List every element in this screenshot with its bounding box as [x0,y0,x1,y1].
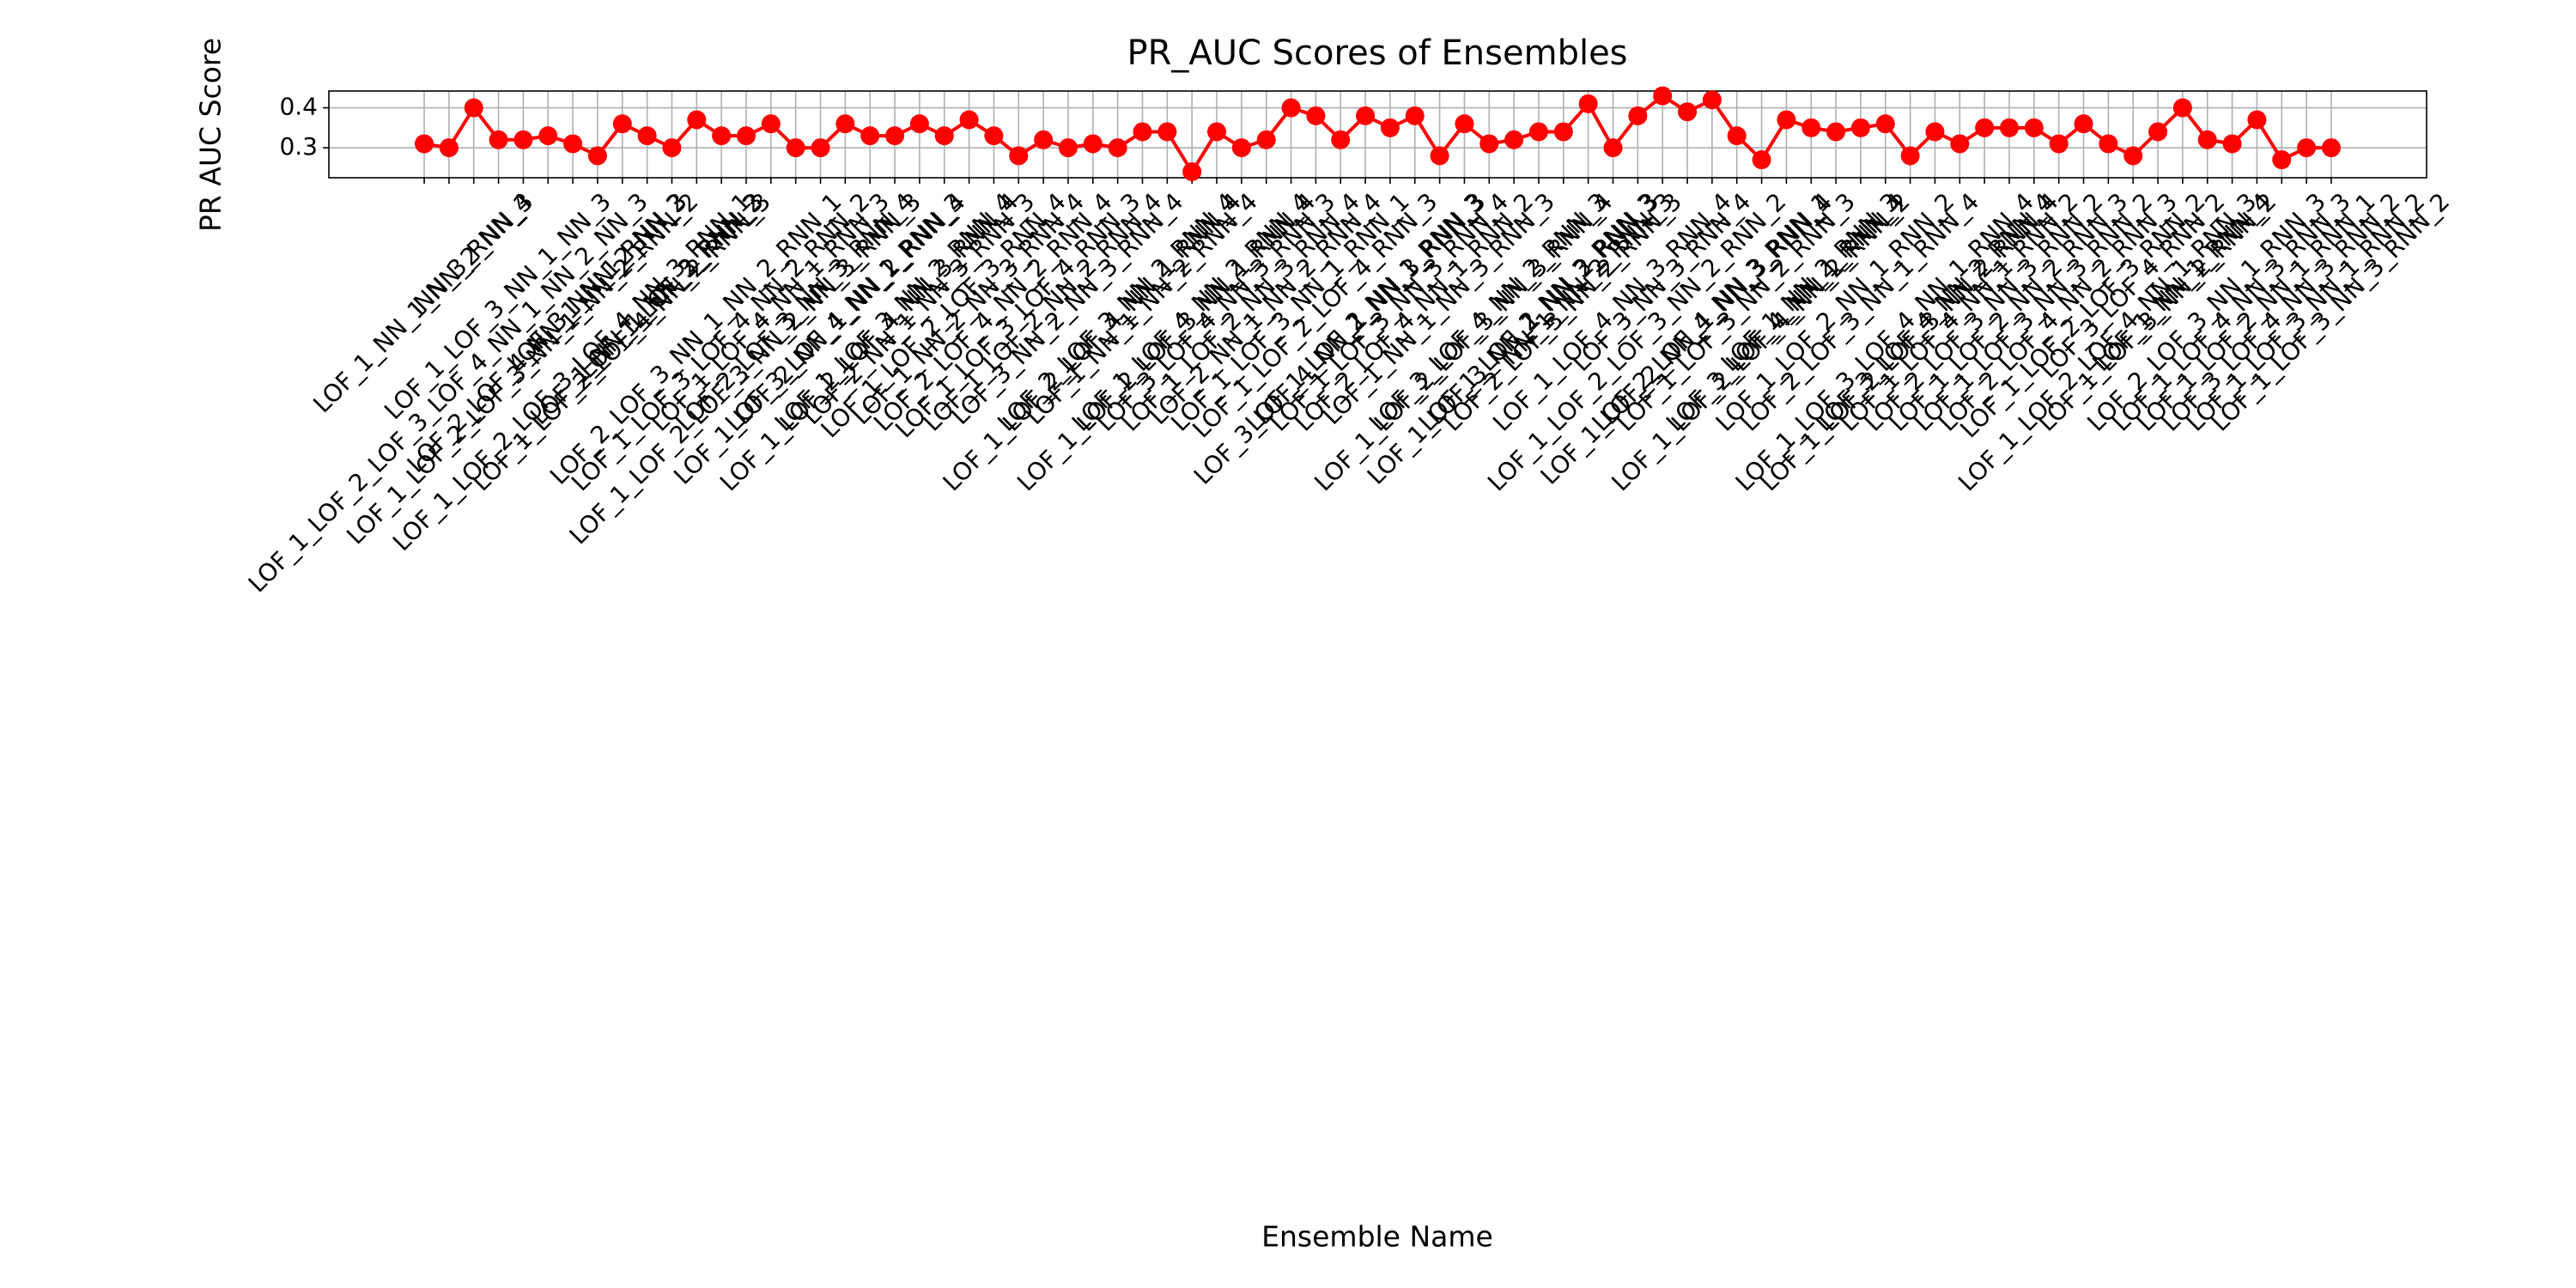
marker [737,126,756,146]
marker [1182,162,1202,182]
marker [2321,138,2341,158]
marker [1777,110,1796,130]
marker [513,130,533,149]
marker [1034,130,1054,149]
marker [1009,146,1029,166]
marker [1430,146,1449,166]
marker [2148,122,2168,142]
marker [1455,114,1474,134]
marker [1479,134,1499,154]
marker [934,126,954,146]
x-axis-label: Ensemble Name [1261,1220,1493,1254]
marker [1405,106,1425,125]
marker [1553,122,1573,142]
marker [2272,150,2292,170]
marker [1925,122,1945,142]
marker [1653,86,1673,106]
marker [2024,118,2044,137]
marker [538,126,558,146]
marker [811,138,830,158]
marker [1603,138,1623,158]
marker [1578,94,1598,113]
marker [2049,134,2069,154]
marker [959,110,979,130]
marker [1975,118,1995,137]
marker [1678,102,1698,122]
marker [563,134,583,154]
marker [1133,122,1152,142]
marker [415,134,434,154]
marker [2123,146,2143,166]
marker [1875,114,1895,134]
marker [1083,134,1103,154]
marker [1826,122,1846,142]
marker [1356,106,1376,125]
marker [1752,150,1771,170]
marker [2074,114,2093,134]
y-tick-label: 0.3 [279,132,318,161]
marker [1850,118,1870,137]
marker [587,146,607,166]
marker [1801,118,1821,137]
chart-title: PR_AUC Scores of Ensembles [1127,33,1627,73]
marker [885,126,905,146]
marker [1157,122,1177,142]
marker [761,114,781,134]
marker [1999,118,2019,137]
marker [835,114,855,134]
marker [2247,110,2267,130]
marker [2197,130,2217,149]
y-axis-label: PR AUC Score [194,38,228,232]
marker [1281,98,1301,118]
marker [984,126,1004,146]
marker [637,126,657,146]
marker [612,114,632,134]
marker [1231,138,1251,158]
marker [464,98,483,118]
marker [2222,134,2242,154]
marker [1331,130,1351,149]
marker [1702,90,1722,110]
marker [712,126,732,146]
marker [439,138,459,158]
marker [2297,138,2317,158]
marker [1727,126,1747,146]
marker [1504,130,1524,149]
marker [1207,122,1227,142]
marker [2172,98,2192,118]
marker [860,126,880,146]
plot-frame [328,90,2427,179]
marker [786,138,805,158]
marker [1380,118,1400,137]
marker [1528,122,1548,142]
y-tick-label: 0.4 [279,93,318,121]
marker [1900,146,1920,166]
marker [1108,138,1127,158]
marker [662,138,682,158]
marker [1628,106,1648,125]
marker [489,130,508,149]
marker [909,114,929,134]
marker [687,110,707,130]
marker [2099,134,2118,154]
marker [1950,134,1970,154]
marker [1256,130,1276,149]
marker [1306,106,1326,125]
marker [1058,138,1078,158]
